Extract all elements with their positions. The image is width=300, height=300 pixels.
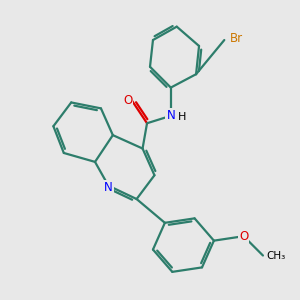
Text: N: N [104, 181, 113, 194]
Text: CH₃: CH₃ [266, 250, 286, 260]
Text: H: H [178, 112, 186, 122]
Text: O: O [123, 94, 132, 107]
Text: O: O [239, 230, 248, 243]
Text: N: N [167, 109, 175, 122]
Text: Br: Br [230, 32, 243, 45]
